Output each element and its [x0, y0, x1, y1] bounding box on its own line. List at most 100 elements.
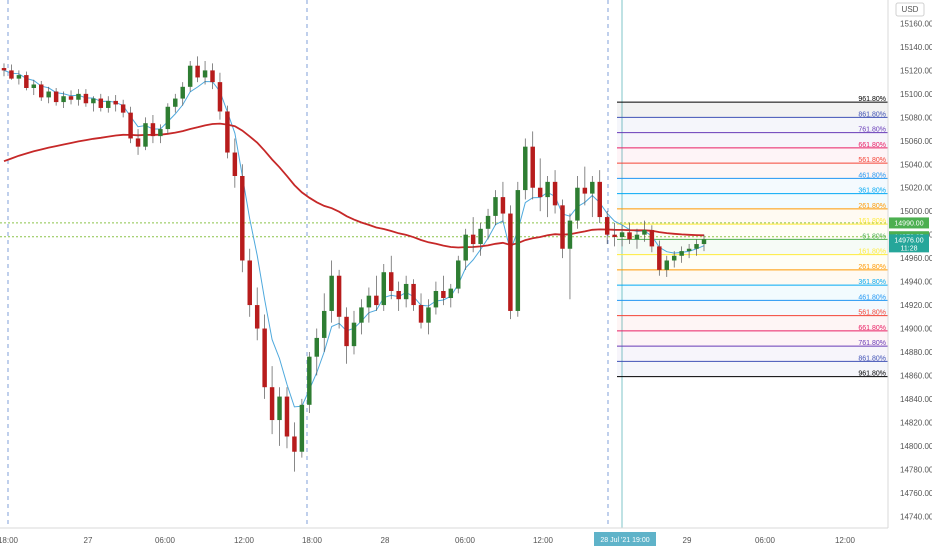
candle-body — [187, 65, 193, 87]
candle-body — [500, 197, 506, 214]
candle-body — [225, 111, 230, 153]
candle-body — [456, 260, 461, 289]
fibonacci-extension[interactable]: 961.80% 861.80% 761.80% 661.80% 561.80% 461.8… — [617, 96, 888, 378]
fib-band — [617, 163, 888, 179]
candle-body — [396, 290, 401, 300]
candle-body — [359, 307, 364, 323]
candle-body — [180, 86, 185, 99]
fib-level-label: 961.80% — [858, 371, 886, 378]
candle-body — [329, 275, 334, 311]
candle-body — [627, 232, 632, 240]
candle-body — [649, 229, 655, 247]
fib-level-label: 861.80% — [858, 355, 886, 362]
candle-body — [523, 146, 528, 191]
price-badge — [889, 217, 929, 229]
candle-body — [463, 234, 468, 261]
y-tick-label: 15000.00 — [900, 207, 932, 216]
fib-level-label: 961.80% — [858, 96, 886, 103]
candle-body — [433, 290, 439, 308]
candle-body — [545, 181, 550, 198]
candle-body — [120, 104, 126, 113]
fib-band — [617, 346, 888, 362]
price-badge-countdown: 11:28 — [901, 245, 918, 252]
candle-body — [530, 146, 535, 188]
candle-body — [470, 234, 476, 245]
candle-body — [381, 272, 387, 306]
y-tick-label: 14820.00 — [900, 418, 932, 427]
fib-level-label: 61.80% — [862, 233, 886, 240]
fib-level-label: 161.80% — [858, 249, 886, 256]
fib-level-label: 561.80% — [858, 310, 886, 317]
candle-body — [24, 75, 29, 88]
y-tick-label: 14940.00 — [900, 278, 932, 287]
candle-body — [217, 82, 223, 112]
x-tick-label: 06:00 — [755, 536, 776, 545]
candle-body — [567, 220, 573, 249]
candle-body — [314, 337, 319, 357]
candle-body — [344, 316, 349, 347]
fib-level-label: 861.80% — [858, 111, 886, 118]
fib-band — [617, 330, 888, 347]
candle-body — [240, 176, 245, 261]
x-tick-label: 12:00 — [835, 536, 856, 545]
candle-body — [307, 356, 312, 405]
y-tick-label: 14780.00 — [900, 465, 932, 474]
fib-band — [617, 102, 888, 118]
fib-level-label: 261.80% — [858, 264, 886, 271]
candle-body — [441, 290, 446, 299]
candle-body — [106, 100, 111, 108]
fib-band — [617, 224, 888, 240]
candle-body — [284, 396, 290, 437]
fib-level-label: 661.80% — [858, 142, 886, 149]
candle-body — [537, 187, 543, 198]
price-badge-value: 14976.00 — [894, 237, 923, 244]
candle-body — [552, 181, 558, 206]
currency-label[interactable] — [895, 2, 925, 17]
candle-body — [575, 187, 580, 221]
candle-body — [195, 65, 200, 78]
candle-body — [701, 239, 707, 245]
fib-level-label: 761.80% — [858, 127, 886, 134]
fib-band — [617, 300, 888, 316]
candle-body — [254, 305, 260, 329]
dotted-price-levels — [0, 222, 888, 238]
candle-body — [68, 96, 74, 100]
y-tick-label: 15160.00 — [900, 19, 932, 28]
ema-slow-line — [3, 122, 705, 249]
x-tick-label: 06:00 — [155, 536, 176, 545]
candle-body — [31, 84, 37, 88]
x-tick-label: 27 — [84, 536, 93, 545]
fib-band — [617, 193, 888, 209]
candle-body — [597, 181, 602, 218]
fib-band — [617, 117, 888, 133]
candle-body — [292, 436, 297, 452]
candle-body — [426, 307, 431, 323]
currency-text: USD — [902, 5, 919, 14]
candle-body — [269, 387, 275, 421]
fib-band — [617, 269, 888, 286]
candle-body — [202, 70, 208, 78]
y-tick-label: 14860.00 — [900, 371, 932, 380]
candle-body — [366, 295, 372, 308]
candle-body — [590, 181, 595, 194]
y-axis-ticks: 15160.00 15140.00 15120.00 15100.00 15080.00… — [900, 19, 932, 521]
fib-level-label: 561.80% — [858, 157, 886, 164]
candle-body — [642, 229, 647, 235]
candle-body — [634, 234, 640, 240]
y-tick-label: 15060.00 — [900, 137, 932, 146]
x-tick-label: 12:00 — [234, 536, 255, 545]
candle-body — [448, 288, 454, 299]
y-tick-label: 14840.00 — [900, 395, 932, 404]
candle-body — [485, 215, 491, 229]
fib-level-label: 461.80% — [858, 294, 886, 301]
candle-body — [612, 234, 617, 238]
candle-body — [165, 106, 171, 130]
candle-body — [686, 248, 692, 252]
candle-body — [9, 70, 14, 79]
candle-body — [411, 283, 416, 306]
y-tick-label: 15080.00 — [900, 113, 932, 122]
fib-level-label: 661.80% — [858, 325, 886, 332]
candle-body — [657, 246, 662, 270]
